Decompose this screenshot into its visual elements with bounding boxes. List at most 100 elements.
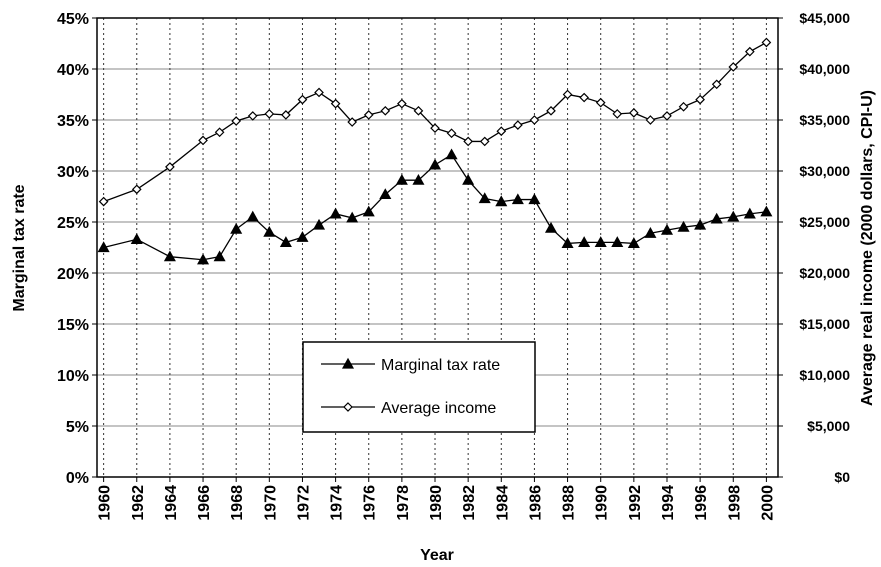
x-tick-label: 1962 xyxy=(130,485,147,521)
data-point xyxy=(281,110,291,120)
data-point xyxy=(297,94,308,105)
x-tick-label: 1964 xyxy=(163,485,180,521)
data-point xyxy=(496,126,507,137)
data-point xyxy=(263,225,276,237)
data-point xyxy=(363,110,374,120)
data-point xyxy=(412,173,425,185)
data-point xyxy=(513,120,523,130)
data-point xyxy=(329,207,342,219)
data-point xyxy=(230,222,243,234)
data-point xyxy=(213,250,226,262)
data-point xyxy=(644,226,657,238)
x-tick-label: 1996 xyxy=(693,485,710,521)
data-point xyxy=(578,236,591,247)
x-tick-label: 1986 xyxy=(527,485,544,521)
data-point xyxy=(710,212,723,224)
x-tick-label: 1970 xyxy=(262,485,279,521)
data-point xyxy=(694,218,707,230)
series-line xyxy=(103,41,767,203)
data-point xyxy=(246,210,259,222)
data-point xyxy=(214,127,225,138)
y2-tick-label: $45,000 xyxy=(799,10,850,26)
y2-axis-title: Average real income (2000 dollars, CPI-U… xyxy=(859,90,876,406)
x-tick-label: 1994 xyxy=(660,485,677,521)
y2-tick-label: $15,000 xyxy=(799,316,850,332)
data-point xyxy=(744,46,755,57)
data-point xyxy=(478,192,491,204)
data-point xyxy=(562,89,573,100)
data-point xyxy=(662,111,672,121)
data-point xyxy=(131,184,142,195)
data-point xyxy=(362,205,375,217)
x-tick-label: 1998 xyxy=(726,485,743,521)
data-point xyxy=(495,195,508,207)
data-point xyxy=(743,207,756,219)
y-tick-label: 35% xyxy=(57,113,89,130)
data-point xyxy=(462,173,475,185)
y2-tick-label: $20,000 xyxy=(799,265,850,281)
x-tick-label: 1982 xyxy=(461,485,478,521)
y-tick-label: 40% xyxy=(57,62,89,79)
y2-tick-label: $5,000 xyxy=(807,418,850,434)
data-point xyxy=(347,117,358,127)
x-tick-label: 1974 xyxy=(329,485,346,521)
y2-tick-label: $10,000 xyxy=(799,367,850,383)
data-point xyxy=(678,101,689,112)
y-tick-label: 5% xyxy=(66,419,89,436)
x-tick-label: 1976 xyxy=(362,485,379,521)
legend-label: Marginal tax rate xyxy=(381,357,500,374)
y2-tick-label: $0 xyxy=(834,469,850,485)
legend-label: Average income xyxy=(381,400,496,417)
data-point xyxy=(511,193,524,205)
data-point xyxy=(163,250,176,262)
y2-tick-label: $25,000 xyxy=(799,214,850,230)
data-point xyxy=(314,87,324,98)
data-point xyxy=(346,211,359,223)
x-tick-label: 1960 xyxy=(97,485,114,521)
y-tick-label: 30% xyxy=(57,164,89,181)
data-point xyxy=(760,205,773,217)
data-point xyxy=(313,218,326,230)
y-axis-title: Marginal tax rate xyxy=(11,184,28,311)
data-point xyxy=(612,109,623,119)
data-point xyxy=(611,236,624,247)
data-point xyxy=(727,210,740,222)
x-axis-title: Year xyxy=(420,547,454,564)
data-point xyxy=(198,135,208,146)
data-point xyxy=(279,236,292,247)
legend-marker xyxy=(341,357,355,369)
legend-marker xyxy=(343,402,353,412)
data-point xyxy=(594,236,607,247)
data-point xyxy=(579,92,589,103)
data-point xyxy=(428,158,442,170)
data-point xyxy=(98,196,109,207)
x-tick-label: 1988 xyxy=(561,485,578,521)
legend-box xyxy=(302,341,536,433)
data-point xyxy=(397,98,407,109)
data-point xyxy=(479,136,490,147)
data-point xyxy=(544,221,558,233)
x-tick-label: 2000 xyxy=(759,485,776,521)
data-point xyxy=(660,223,674,235)
plot-frame xyxy=(96,17,779,478)
data-point xyxy=(561,237,574,249)
x-tick-label: 1990 xyxy=(594,485,611,521)
data-point xyxy=(695,94,705,105)
x-tick-label: 1966 xyxy=(196,485,213,521)
data-point xyxy=(379,188,392,200)
y-tick-label: 0% xyxy=(66,470,89,487)
y2-tick-label: $40,000 xyxy=(799,61,850,77)
x-tick-label: 1992 xyxy=(627,485,644,521)
data-point xyxy=(761,37,772,48)
y-tick-label: 10% xyxy=(57,368,89,385)
y-tick-label: 20% xyxy=(57,266,89,283)
data-point xyxy=(627,237,640,249)
data-point xyxy=(529,115,540,125)
data-point xyxy=(330,98,341,109)
x-tick-label: 1972 xyxy=(295,485,312,521)
data-point xyxy=(446,128,457,139)
y-tick-label: 15% xyxy=(57,317,89,334)
data-point xyxy=(430,123,440,134)
data-point xyxy=(645,115,656,125)
